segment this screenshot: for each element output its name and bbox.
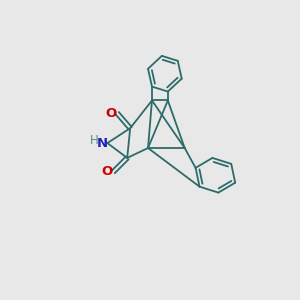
Text: N: N <box>97 136 108 150</box>
Text: O: O <box>106 107 117 120</box>
Text: H: H <box>90 134 99 147</box>
Text: O: O <box>102 165 113 178</box>
